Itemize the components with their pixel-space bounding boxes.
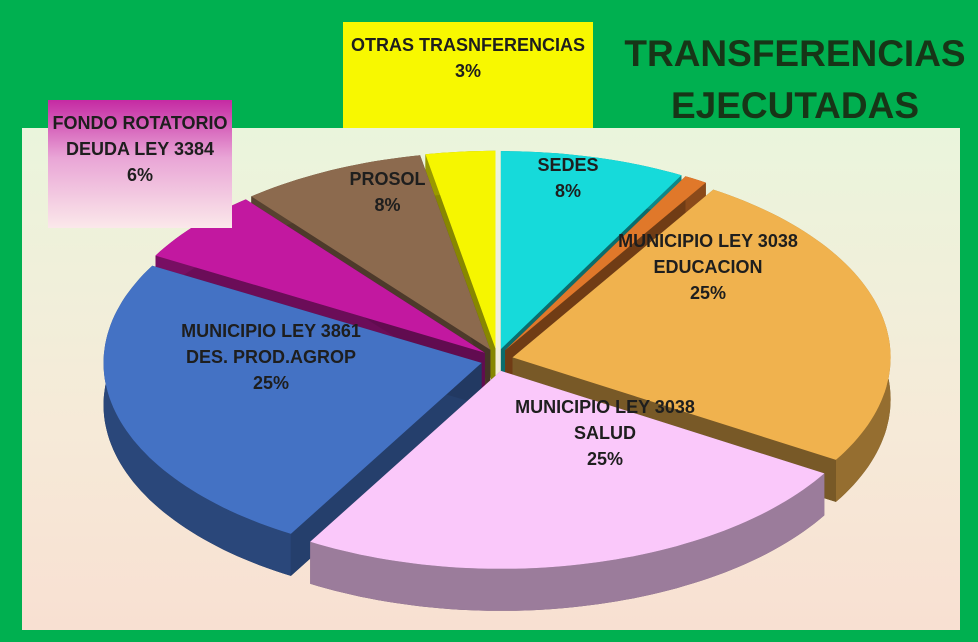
data-label: PROSOL 8%	[330, 166, 445, 218]
data-label: SEDES 8%	[508, 152, 628, 204]
value-label: 6%	[126, 165, 153, 185]
data-label: FONDO ROTATORIO DEUDA LEY 3384 6%	[48, 100, 232, 228]
category-label: OTRAS TRASNFERENCIAS	[350, 35, 585, 55]
data-label: OTRAS TRASNFERENCIAS 3%	[343, 22, 593, 128]
chart-title: TRANSFERENCIAS EJECUTADAS	[624, 33, 966, 126]
value-label: 25%	[689, 283, 727, 303]
slice	[505, 176, 706, 351]
category-label: MUNICIPIO LEY 3038 EDUCACION	[618, 231, 798, 277]
value-label: 3%	[454, 61, 481, 81]
slice-side	[103, 265, 291, 576]
category-label: MUNICIPIO LEY 3861 DES. PROD.AGROP	[181, 321, 361, 367]
data-label: MUNICIPIO LEY 3861 DES. PROD.AGROP 25%	[176, 318, 366, 396]
value-label: 25%	[586, 449, 624, 469]
data-label: MUNICIPIO LEY 3038 EDUCACION 25%	[608, 228, 808, 306]
slice	[103, 265, 482, 534]
slice-side	[310, 473, 825, 611]
slice	[251, 155, 491, 350]
category-label: MUNICIPIO LEY 3038 SALUD	[515, 397, 695, 443]
slice	[310, 370, 825, 569]
value-label: 8%	[554, 181, 581, 201]
data-label: MUNICIPIO LEY 3038 SALUD 25%	[505, 394, 705, 472]
category-label: FONDO ROTATORIO DEUDA LEY 3384	[52, 113, 228, 159]
value-label: 8%	[374, 195, 401, 215]
slice	[155, 199, 485, 353]
slice	[512, 189, 891, 460]
category-label: PROSOL	[349, 169, 426, 189]
slice	[500, 151, 682, 350]
slice	[425, 150, 496, 349]
category-label: SEDES	[537, 155, 599, 175]
value-label: 25%	[252, 373, 290, 393]
